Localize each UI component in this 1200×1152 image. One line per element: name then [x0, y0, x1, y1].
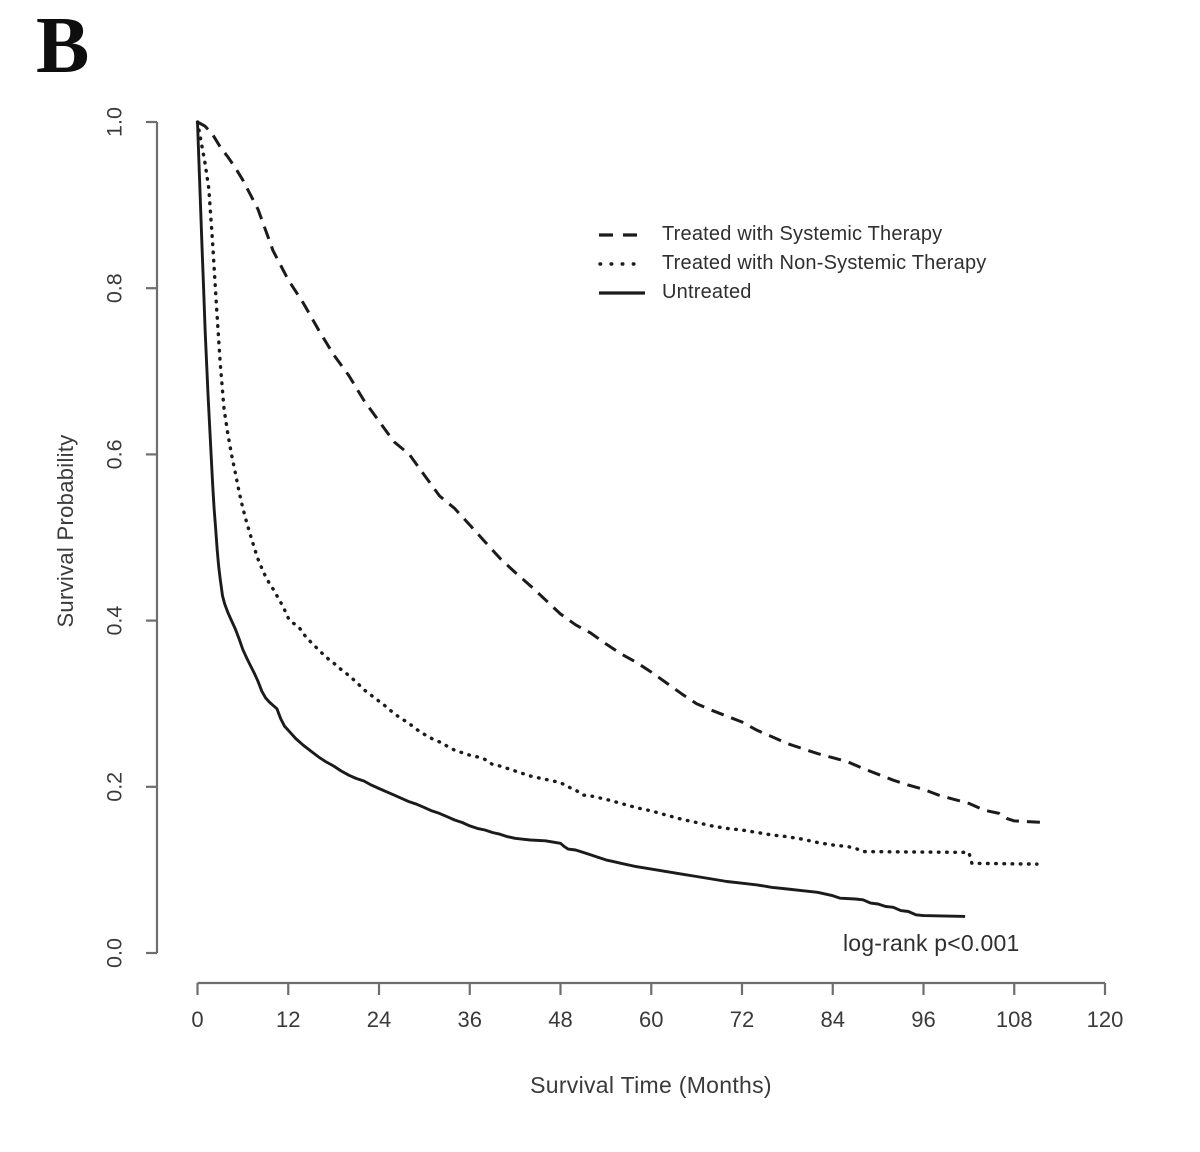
y-axis-title: Survival Probability: [53, 434, 78, 628]
curve-treated-with-non-systemic-therapy: [195, 120, 1039, 866]
legend-item-untreated: Untreated: [597, 278, 987, 307]
x-tick-label-36: 36: [458, 1007, 482, 1032]
x-axis-title: Survival Time (Months): [530, 1072, 772, 1098]
legend-item-systemic-therapy: Treated with Systemic Therapy: [597, 220, 987, 249]
x-tick-label-0: 0: [191, 1007, 203, 1032]
y-tick-label-0.6: 0.6: [103, 439, 127, 469]
x-tick-label-108: 108: [996, 1007, 1033, 1032]
y-tick-label-0.2: 0.2: [103, 772, 127, 802]
legend-label-systemic: Treated with Systemic Therapy: [662, 223, 943, 245]
legend-label-non-systemic: Treated with Non-Systemic Therapy: [662, 252, 987, 274]
solid-line-icon: [599, 290, 645, 295]
dashed-line-icon: [599, 232, 645, 237]
x-tick-label-72: 72: [730, 1007, 754, 1032]
dotted-line-icon: [598, 261, 646, 266]
legend-item-non-systemic-therapy: Treated with Non-Systemic Therapy: [597, 249, 987, 278]
x-tick-label-96: 96: [911, 1007, 935, 1032]
y-tick-label-0.8: 0.8: [103, 273, 127, 303]
curve-treated-with-systemic-therapy: [196, 120, 1045, 824]
log-rank-annotation: log-rank p<0.001: [843, 930, 1020, 956]
legend: Treated with Systemic Therapy Treated wi…: [597, 220, 987, 307]
x-tick-label-24: 24: [367, 1007, 391, 1032]
x-tick-label-48: 48: [548, 1007, 572, 1032]
y-tick-label-1.0: 1.0: [103, 107, 127, 137]
x-tick-label-12: 12: [276, 1007, 300, 1032]
curve-untreated: [196, 121, 966, 918]
panel-label: B: [36, 2, 90, 90]
y-tick-label-0.0: 0.0: [103, 938, 127, 968]
x-tick-label-84: 84: [821, 1007, 845, 1032]
y-tick-label-0.4: 0.4: [103, 606, 127, 636]
x-tick-label-120: 120: [1087, 1007, 1124, 1032]
legend-label-untreated: Untreated: [662, 281, 752, 303]
x-tick-label-60: 60: [639, 1007, 663, 1032]
